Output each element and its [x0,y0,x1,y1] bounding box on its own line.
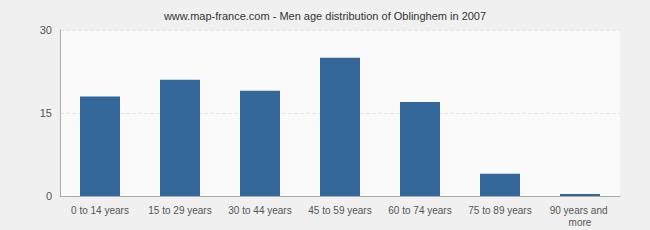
svg-text:15: 15 [40,107,52,119]
svg-text:75 to 89 years: 75 to 89 years [468,205,531,216]
svg-text:more: more [569,217,592,228]
svg-text:90 years and: 90 years and [550,205,611,216]
svg-text:45 to 59 years: 45 to 59 years [308,205,371,216]
svg-text:0 to 14 years: 0 to 14 years [71,205,129,216]
svg-text:60 to 74 years: 60 to 74 years [388,205,451,216]
svg-text:0: 0 [46,190,52,202]
svg-text:30 to 44 years: 30 to 44 years [228,205,291,216]
svg-text:15 to 29 years: 15 to 29 years [148,205,211,216]
svg-text:www.map-france.com - Men age d: www.map-france.com - Men age distributio… [163,10,486,22]
svg-text:30: 30 [40,24,52,36]
